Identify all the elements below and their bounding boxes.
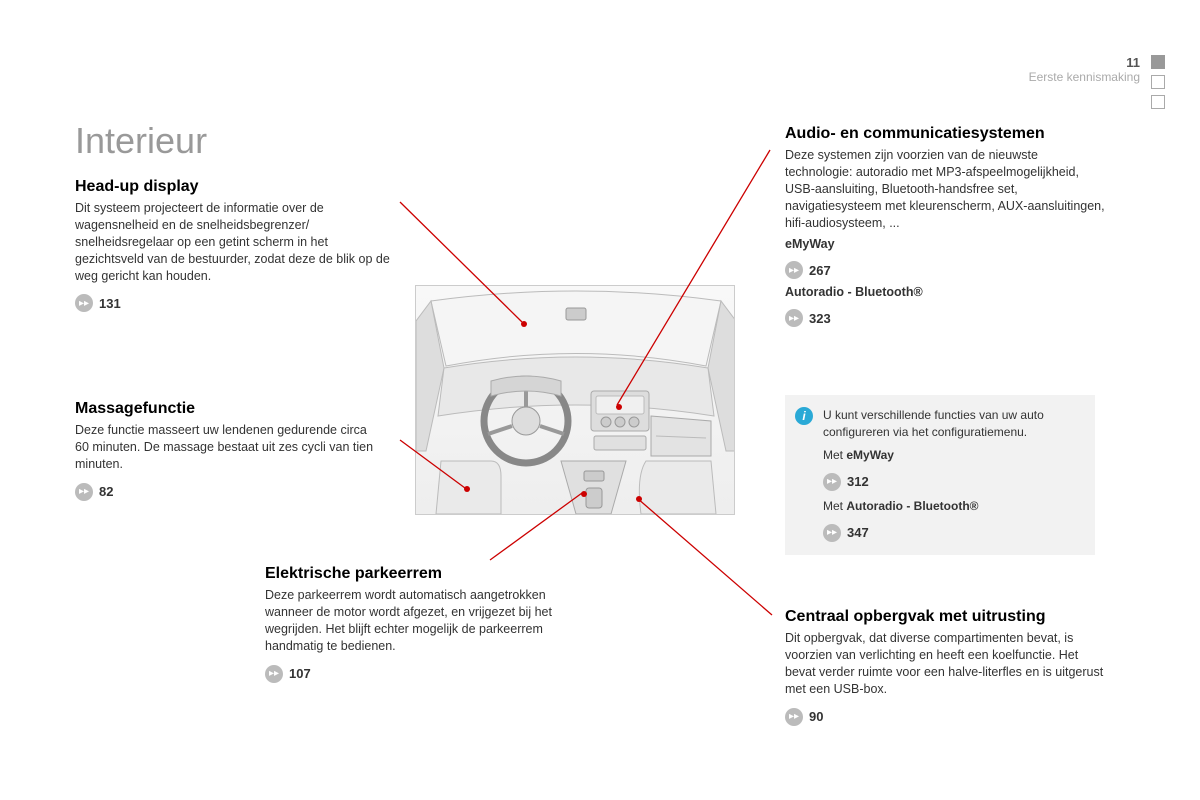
- massage-block: Massagefunctie Deze functie masseert uw …: [75, 400, 375, 501]
- ref-number: 323: [809, 311, 831, 326]
- page-title: Interieur: [75, 120, 207, 162]
- skip-forward-icon: ▸▸: [75, 483, 93, 501]
- skip-forward-icon: ▸▸: [785, 309, 803, 327]
- info-box: i U kunt verschillende functies van uw a…: [785, 395, 1095, 555]
- ref-number: 131: [99, 296, 121, 311]
- page-ref[interactable]: ▸▸ 312: [823, 473, 1081, 491]
- ref-number: 267: [809, 263, 831, 278]
- headup-heading: Head-up display: [75, 178, 395, 196]
- page-ref[interactable]: ▸▸ 267: [785, 261, 1105, 279]
- callout-dot: [616, 404, 622, 410]
- parking-block: Elektrische parkeerrem Deze parkeerrem w…: [265, 565, 585, 683]
- callout-dot: [464, 486, 470, 492]
- audio-sub2: Autoradio - Bluetooth®: [785, 285, 1105, 299]
- callout-dot: [581, 491, 587, 497]
- corner-squares: [1151, 55, 1165, 109]
- ref-number: 107: [289, 666, 311, 681]
- skip-forward-icon: ▸▸: [75, 294, 93, 312]
- info-text: U kunt verschillende functies van uw aut…: [823, 407, 1081, 441]
- massage-body: Deze functie masseert uw lendenen gedure…: [75, 422, 375, 473]
- square-icon: [1151, 95, 1165, 109]
- square-icon: [1151, 55, 1165, 69]
- page-number: 11: [1029, 55, 1140, 70]
- skip-forward-icon: ▸▸: [265, 665, 283, 683]
- page-ref[interactable]: ▸▸ 323: [785, 309, 1105, 327]
- skip-forward-icon: ▸▸: [823, 473, 841, 491]
- square-icon: [1151, 75, 1165, 89]
- ref-number: 312: [847, 473, 869, 491]
- storage-block: Centraal opbergvak met uitrusting Dit op…: [785, 608, 1105, 726]
- page-ref[interactable]: ▸▸ 347: [823, 524, 1081, 542]
- storage-heading: Centraal opbergvak met uitrusting: [785, 608, 1105, 626]
- ref-number: 90: [809, 709, 823, 724]
- headup-block: Head-up display Dit systeem projecteert …: [75, 178, 395, 312]
- page-ref[interactable]: ▸▸ 131: [75, 294, 395, 312]
- audio-heading: Audio- en communicatiesystemen: [785, 125, 1105, 143]
- info-line1: Met eMyWay: [823, 447, 1081, 464]
- callout-dot: [636, 496, 642, 502]
- info-bold: Autoradio - Bluetooth®: [846, 499, 978, 513]
- skip-forward-icon: ▸▸: [785, 261, 803, 279]
- storage-body: Dit opbergvak, dat diverse compartimente…: [785, 630, 1105, 698]
- audio-block: Audio- en communicatiesystemen Deze syst…: [785, 125, 1105, 327]
- skip-forward-icon: ▸▸: [823, 524, 841, 542]
- ref-number: 347: [847, 524, 869, 542]
- dashboard-illustration: [415, 285, 735, 515]
- ref-number: 82: [99, 484, 113, 499]
- parking-body: Deze parkeerrem wordt automatisch aanget…: [265, 587, 585, 655]
- info-bold: eMyWay: [846, 448, 894, 462]
- audio-sub1: eMyWay: [785, 237, 1105, 251]
- info-icon: i: [795, 407, 813, 425]
- page-ref[interactable]: ▸▸ 90: [785, 708, 1105, 726]
- section-label: Eerste kennismaking: [1029, 70, 1140, 84]
- headup-body: Dit systeem projecteert de informatie ov…: [75, 200, 395, 284]
- page-header: 11 Eerste kennismaking: [1029, 55, 1140, 84]
- parking-heading: Elektrische parkeerrem: [265, 565, 585, 583]
- callout-dot: [521, 321, 527, 327]
- massage-heading: Massagefunctie: [75, 400, 375, 418]
- skip-forward-icon: ▸▸: [785, 708, 803, 726]
- info-prefix: Met: [823, 499, 846, 513]
- page-ref[interactable]: ▸▸ 107: [265, 665, 585, 683]
- page-ref[interactable]: ▸▸ 82: [75, 483, 375, 501]
- audio-body: Deze systemen zijn voorzien van de nieuw…: [785, 147, 1105, 231]
- info-prefix: Met: [823, 448, 846, 462]
- info-line2: Met Autoradio - Bluetooth®: [823, 498, 1081, 515]
